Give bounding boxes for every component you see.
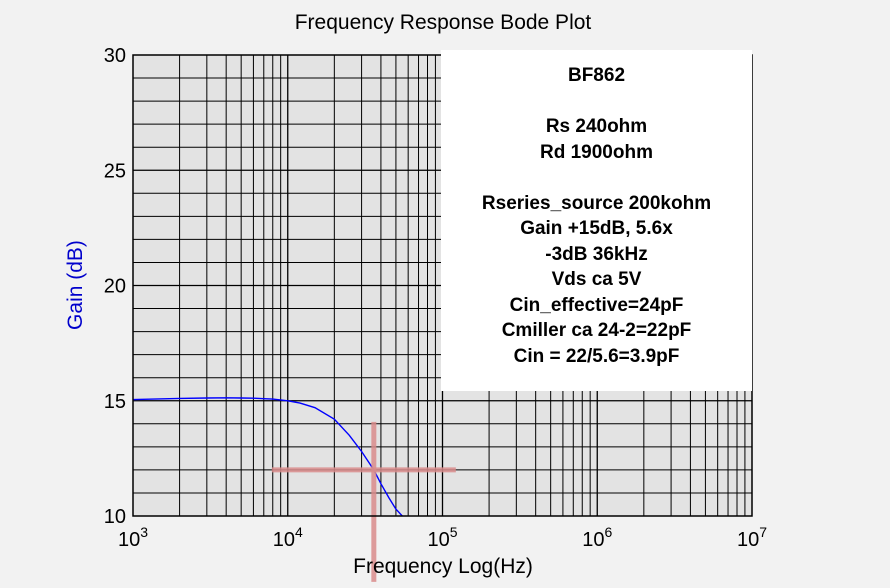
x-tick-label-exponent: 5: [450, 524, 458, 540]
series-layer: [132, 397, 403, 517]
x-tick-label: 106: [582, 524, 612, 551]
x-tick-label-base: 10: [737, 529, 759, 551]
y-tick-label: 30: [104, 45, 126, 67]
y-tick-label: 10: [104, 506, 126, 528]
annotation-line: Cmiller ca 24-2=22pF: [501, 320, 692, 341]
gain-curve: [132, 397, 403, 517]
x-tick-label-exponent: 6: [604, 524, 612, 540]
x-tick-label-base: 10: [273, 529, 295, 551]
x-tick-label-exponent: 4: [295, 524, 303, 540]
x-tick-label-base: 10: [427, 529, 449, 551]
annotation-line: -3dB 36kHz: [545, 243, 648, 265]
y-tick-label: 15: [104, 391, 126, 413]
annotation-line: BF862: [567, 65, 626, 86]
annotation-line: Rd 1900ohm: [540, 141, 653, 163]
y-axis-label: Gain (dB): [64, 240, 87, 330]
marker-layer: [271, 421, 456, 582]
x-tick-label: 107: [737, 524, 767, 551]
annotation-line: Rs 240ohm: [545, 116, 648, 137]
x-tick-label: 105: [427, 524, 457, 551]
x-axis-label: Frequency Log(Hz): [353, 555, 533, 578]
annotation-spacer: [441, 165, 752, 191]
x-tick-label: 104: [273, 524, 303, 551]
annotation-line: Cin = 22/5.6=3.9pF: [513, 345, 680, 367]
annotation-box: BF862 Rs 240ohm Rd 1900ohm Rseries_source 2…: [441, 50, 752, 391]
chart-title: Frequency Response Bode Plot: [295, 11, 592, 34]
annotation-line: Gain +15dB, 5.6x: [520, 218, 673, 239]
x-tick-label: 103: [118, 524, 148, 551]
annotation-line: Cin_effective=24pF: [509, 294, 684, 316]
x-tick-label-exponent: 7: [759, 524, 767, 540]
x-tick-label-exponent: 3: [140, 524, 148, 540]
annotation-spacer: [441, 89, 752, 115]
y-tick-label: 20: [104, 276, 126, 298]
annotation-line: Vds ca 5V: [551, 269, 642, 290]
x-tick-label-base: 10: [118, 529, 140, 551]
y-tick-label: 25: [104, 160, 126, 182]
annotation-line: Rseries_source 200kohm: [481, 192, 712, 214]
x-tick-label-base: 10: [582, 529, 604, 551]
